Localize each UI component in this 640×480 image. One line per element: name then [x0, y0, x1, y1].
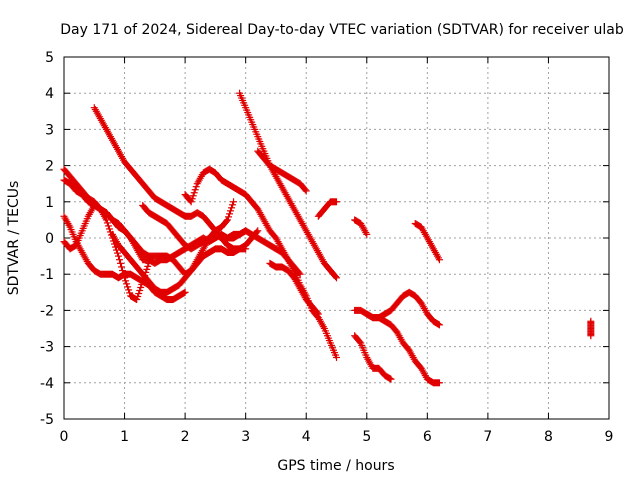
y-tick-label: -4: [40, 376, 54, 392]
data-point: [113, 249, 121, 257]
data-point: [313, 309, 321, 317]
y-axis-label: SDTVAR / TECUs: [6, 181, 22, 296]
data-point: [230, 198, 238, 206]
plot-frame: [63, 56, 610, 420]
x-tick-label: 9: [605, 429, 614, 445]
x-tick-label: 7: [483, 429, 492, 445]
data-point: [301, 186, 309, 194]
data-point: [302, 187, 310, 195]
data-point: [115, 252, 122, 260]
y-tick-label: 2: [45, 159, 54, 175]
data-point: [356, 338, 364, 346]
data-point: [228, 204, 236, 212]
data-point: [434, 320, 442, 328]
x-tick-label: 1: [120, 429, 129, 445]
data-point: [121, 274, 129, 282]
data-point: [134, 293, 142, 301]
data-points: [60, 89, 595, 387]
data-point: [191, 186, 199, 194]
data-point: [102, 216, 110, 224]
data-point: [187, 198, 195, 206]
data-point: [136, 286, 144, 294]
data-point: [124, 283, 132, 291]
data-point: [227, 207, 235, 215]
x-tick-label: 4: [302, 429, 311, 445]
data-point: [189, 192, 197, 200]
data-point: [331, 273, 339, 281]
x-tick-label: 6: [423, 429, 432, 445]
data-point: [103, 219, 111, 227]
data-point: [386, 375, 394, 383]
data-point: [120, 270, 128, 278]
y-tick-label: 3: [45, 122, 54, 138]
y-tick-label: -2: [40, 303, 54, 319]
data-point: [224, 216, 231, 224]
data-point: [104, 222, 112, 230]
y-tick-label: -5: [40, 412, 54, 428]
y-tick-label: 5: [45, 50, 54, 66]
data-point: [119, 267, 127, 275]
data-point: [387, 375, 395, 383]
y-tick-label: 1: [45, 195, 54, 211]
data-point: [435, 321, 443, 329]
data-point: [117, 259, 125, 267]
data-point: [254, 227, 262, 235]
data-point: [181, 288, 189, 296]
data-point: [435, 256, 443, 264]
x-tick-label: 0: [60, 429, 69, 445]
x-tick-label: 3: [241, 429, 250, 445]
data-point: [118, 263, 126, 271]
data-point: [112, 246, 120, 254]
chart-title: Day 171 of 2024, Sidereal Day-to-day VTE…: [60, 22, 624, 38]
data-point: [333, 353, 340, 361]
data-point: [145, 259, 153, 267]
y-axis-ticks: 5 4 3 2 1 0 -1 -2 -3 -4 -5: [40, 50, 609, 428]
y-tick-label: -1: [40, 267, 54, 283]
data-point: [587, 332, 595, 340]
data-point: [192, 183, 200, 191]
data-point: [226, 210, 234, 218]
x-tick-label: 2: [181, 429, 190, 445]
data-point: [116, 256, 124, 264]
x-tick-label: 5: [362, 429, 371, 445]
data-point: [105, 225, 113, 233]
data-point: [144, 262, 152, 270]
data-point: [188, 195, 196, 203]
data-point: [229, 201, 237, 209]
data-point: [138, 280, 146, 288]
data-point: [139, 277, 147, 285]
data-point: [225, 213, 233, 221]
y-tick-label: -3: [40, 340, 54, 356]
data-point: [253, 228, 261, 236]
data-point: [333, 198, 340, 206]
data-point: [143, 265, 151, 273]
data-point: [135, 290, 143, 298]
y-tick-label: 0: [45, 231, 54, 247]
x-axis-label: GPS time / hours: [277, 458, 394, 474]
x-tick-label: 8: [544, 429, 553, 445]
data-point: [363, 230, 371, 238]
data-point: [333, 274, 340, 282]
data-point: [314, 310, 322, 318]
data-point: [190, 189, 198, 197]
data-point: [122, 277, 130, 285]
data-point: [180, 289, 188, 297]
data-point: [296, 270, 304, 278]
data-point: [435, 379, 443, 387]
data-point: [123, 280, 131, 288]
grid-lines: [64, 57, 609, 419]
data-point: [126, 289, 134, 297]
data-point: [222, 217, 230, 225]
data-point: [125, 286, 133, 294]
y-tick-label: 4: [45, 86, 54, 102]
data-point: [137, 283, 145, 291]
data-point: [133, 296, 141, 304]
